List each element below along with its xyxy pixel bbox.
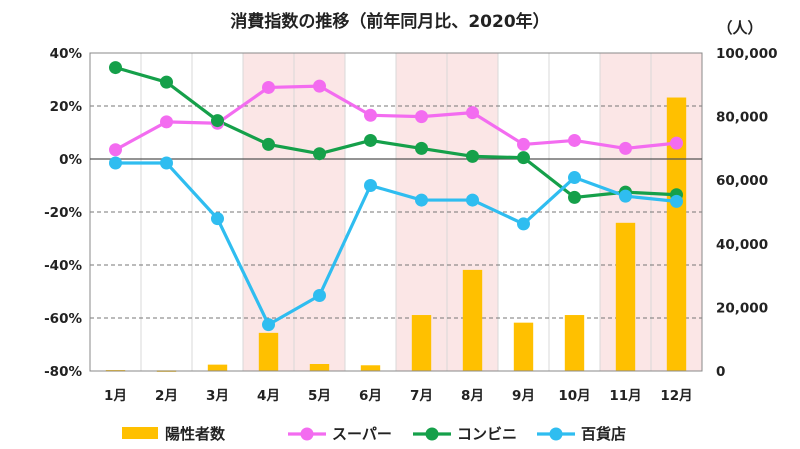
line-supermarket	[114, 84, 677, 152]
x-tick-label: 10月	[558, 388, 590, 404]
bars	[105, 97, 687, 372]
legend-label-supermarket: スーパー	[332, 425, 392, 443]
point-supermarket-7	[415, 110, 428, 124]
bar-positive-cases-10	[564, 315, 585, 371]
right-axis-unit: （人）	[717, 19, 762, 37]
point-convenience-store-7	[415, 141, 428, 155]
legend-swatch-positive-cases	[122, 427, 158, 439]
legend-swatch-marker-department-store	[549, 427, 563, 441]
bar-positive-cases-7	[411, 315, 432, 371]
x-tick-label: 3月	[206, 388, 229, 404]
point-department-store-8	[466, 193, 479, 207]
series-points	[109, 61, 683, 332]
point-department-store-5	[313, 288, 326, 302]
point-convenience-store-8	[466, 149, 479, 163]
legend-swatch-marker-supermarket	[300, 427, 314, 441]
point-supermarket-11	[619, 141, 632, 155]
right-tick-label: 100,000	[716, 46, 778, 62]
point-department-store-7	[415, 193, 428, 207]
left-tick-label: -20%	[44, 205, 82, 221]
point-department-store-12	[670, 194, 683, 208]
x-tick-label: 7月	[410, 388, 433, 404]
point-department-store-4	[262, 318, 275, 332]
point-convenience-store-9	[517, 151, 530, 165]
point-supermarket-5	[313, 79, 326, 93]
point-convenience-store-10	[568, 190, 581, 204]
bar-positive-cases-3	[207, 364, 228, 371]
x-tick-label: 9月	[512, 388, 535, 404]
left-tick-label: -80%	[44, 364, 82, 380]
legend-label-positive-cases: 陽性者数	[165, 425, 226, 443]
right-tick-label: 40,000	[716, 237, 768, 253]
bar-positive-cases-4	[258, 332, 279, 371]
left-tick-label: 0%	[59, 152, 82, 168]
chart-title: 消費指数の推移（前年同月比、2020年）	[230, 11, 549, 32]
right-tick-label: 80,000	[716, 110, 768, 126]
point-department-store-3	[211, 212, 224, 226]
left-tick-label: 40%	[50, 46, 83, 62]
point-department-store-10	[568, 171, 581, 185]
bar-positive-cases-9	[513, 322, 534, 371]
point-convenience-store-2	[160, 75, 173, 89]
point-supermarket-4	[262, 80, 275, 94]
left-tick-label: 20%	[50, 99, 83, 115]
point-supermarket-2	[160, 115, 173, 129]
x-tick-label: 1月	[104, 388, 127, 404]
point-supermarket-1	[109, 143, 122, 157]
left-tick-label: -40%	[44, 258, 82, 274]
point-department-store-9	[517, 217, 530, 231]
bar-positive-cases-5	[309, 364, 330, 371]
point-convenience-store-1	[109, 61, 122, 75]
point-convenience-store-4	[262, 137, 275, 151]
point-convenience-store-3	[211, 114, 224, 128]
point-convenience-store-6	[364, 133, 377, 147]
point-department-store-11	[619, 189, 632, 203]
point-supermarket-12	[670, 136, 683, 150]
grid	[90, 53, 702, 371]
x-tick-label: 6月	[359, 388, 382, 404]
bar-positive-cases-12	[666, 97, 687, 372]
point-convenience-store-5	[313, 147, 326, 161]
point-department-store-2	[160, 156, 173, 170]
x-tick-label: 2月	[155, 388, 178, 404]
plot-frame	[89, 52, 703, 372]
series-lines	[114, 66, 677, 327]
left-tick-label: -60%	[44, 311, 82, 327]
point-department-store-1	[109, 156, 122, 170]
x-tick-label: 12月	[660, 388, 692, 404]
line-convenience-store	[115, 66, 677, 200]
line-department-store	[115, 161, 677, 327]
legend: 陽性者数 スーパー コンビニ 百貨店	[122, 425, 626, 443]
legend-label-department-store: 百貨店	[581, 425, 626, 443]
right-tick-label: 0	[716, 364, 725, 380]
right-tick-label: 60,000	[716, 173, 768, 189]
point-supermarket-9	[517, 137, 530, 151]
bar-positive-cases-6	[360, 365, 381, 371]
bar-positive-cases-8	[462, 269, 483, 371]
x-tick-label: 5月	[308, 388, 331, 404]
point-supermarket-8	[466, 106, 479, 120]
right-axis: 100,000 80,000 60,000 40,000 20,000 0	[716, 46, 778, 380]
point-supermarket-10	[568, 133, 581, 147]
x-tick-label: 11月	[609, 388, 641, 404]
x-tick-label: 4月	[257, 388, 280, 404]
x-axis: 1月 2月 3月 4月 5月 6月 7月 8月 9月 10月 11月 12月	[104, 388, 693, 404]
point-supermarket-6	[364, 108, 377, 122]
legend-label-convenience-store: コンビニ	[457, 425, 517, 443]
plot-border	[89, 52, 703, 372]
left-axis: 40% 20% 0% -20% -40% -60% -80%	[44, 46, 82, 380]
legend-swatch-marker-convenience-store	[425, 427, 439, 441]
bar-positive-cases-11	[615, 222, 636, 371]
point-department-store-6	[364, 179, 377, 192]
right-tick-label: 20,000	[716, 300, 768, 316]
x-tick-label: 8月	[461, 388, 484, 404]
